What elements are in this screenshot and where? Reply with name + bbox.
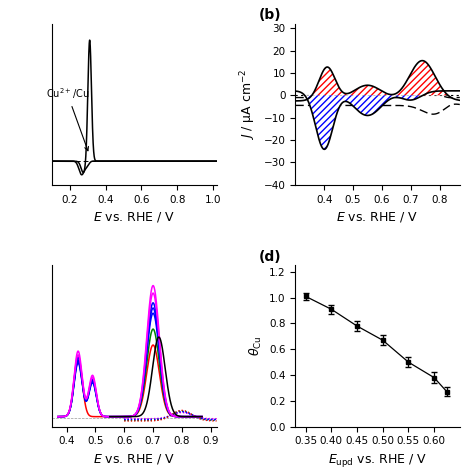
Y-axis label: $J$ / μA cm$^{-2}$: $J$ / μA cm$^{-2}$ — [238, 69, 258, 140]
Text: (b): (b) — [259, 8, 282, 22]
X-axis label: $E$ vs. RHE / V: $E$ vs. RHE / V — [337, 210, 419, 224]
Y-axis label: $\theta_{\mathrm{Cu}}$: $\theta_{\mathrm{Cu}}$ — [247, 336, 264, 356]
Text: Cu$^{2+}$/Cu: Cu$^{2+}$/Cu — [46, 86, 89, 151]
Text: (d): (d) — [259, 250, 282, 264]
X-axis label: $E$ vs. RHE / V: $E$ vs. RHE / V — [93, 452, 175, 466]
X-axis label: $E$ vs. RHE / V: $E$ vs. RHE / V — [93, 210, 175, 224]
X-axis label: $E_{\mathrm{upd}}$ vs. RHE / V: $E_{\mathrm{upd}}$ vs. RHE / V — [328, 452, 427, 469]
